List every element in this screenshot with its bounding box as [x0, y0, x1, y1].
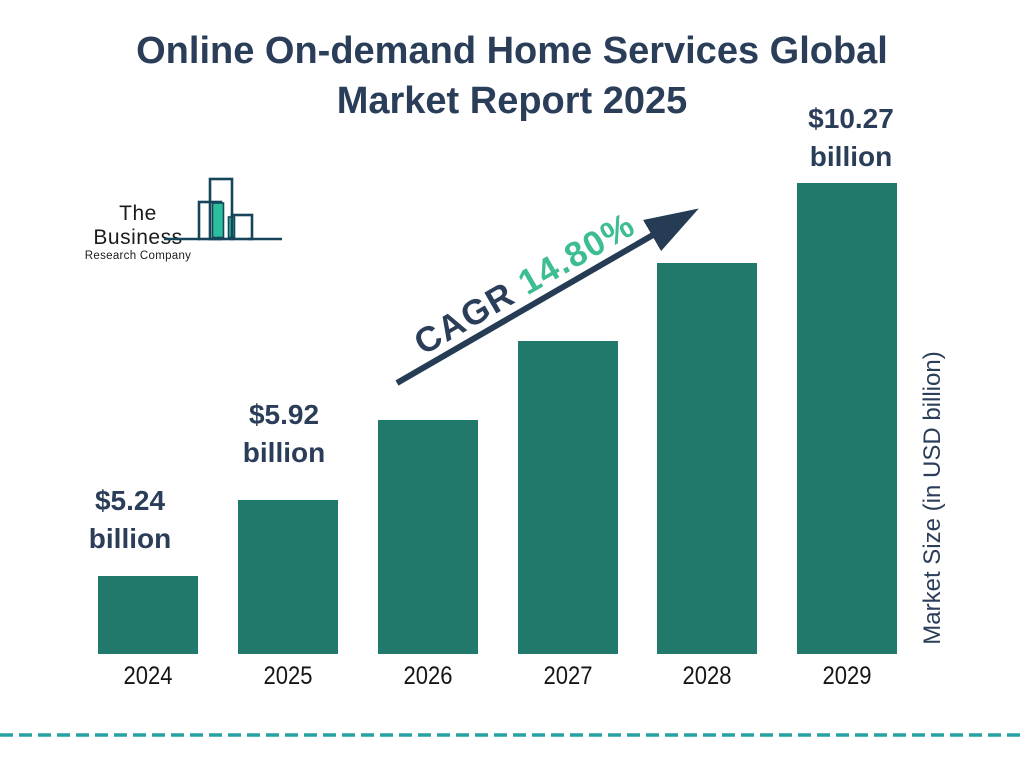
page-title-line2: Market Report 2025: [336, 80, 688, 122]
bar-2028: [657, 263, 757, 654]
x-axis-label-2028: 2028: [682, 662, 732, 690]
logo-subname: Research Company: [84, 250, 192, 262]
x-axis-label-2024: 2024: [123, 662, 173, 690]
value-label-unit: billion: [809, 141, 893, 172]
company-logo: The Business Research Company: [60, 170, 300, 262]
value-label-2029: $10.27 billion: [771, 100, 931, 176]
value-label-2024: $5.24 billion: [50, 482, 210, 558]
x-axis-label-2029: 2029: [822, 662, 872, 690]
bar-chart-logo-icon: [164, 177, 282, 241]
value-label-amount: $10.27: [808, 103, 894, 134]
bar-2026: [378, 420, 478, 654]
bar-2024: [98, 576, 198, 654]
y-axis-label: Market Size (in USD billion): [919, 351, 946, 645]
x-axis-label-2026: 2026: [403, 662, 453, 690]
bar-2027: [518, 341, 618, 654]
cagr-value: 14.80%: [511, 204, 642, 303]
value-label-amount: $5.92: [248, 399, 320, 430]
company-logo-text: The Business Research Company: [76, 202, 200, 263]
page-title-line1: Online On-demand Home Services Global: [136, 30, 888, 72]
value-label-unit: billion: [88, 523, 172, 554]
page-title: Online On-demand Home Services Global Ma…: [0, 26, 1024, 126]
x-axis-label-2027: 2027: [543, 662, 593, 690]
value-label-2025: $5.92 billion: [204, 396, 364, 472]
cagr-label: CAGR: [407, 274, 522, 363]
logo-name: The Business: [93, 202, 183, 249]
bar-2025: [238, 500, 338, 654]
value-label-amount: $5.24: [94, 485, 166, 516]
bar-2029: [797, 183, 897, 654]
value-label-unit: billion: [242, 437, 326, 468]
x-axis-label-2025: 2025: [263, 662, 313, 690]
